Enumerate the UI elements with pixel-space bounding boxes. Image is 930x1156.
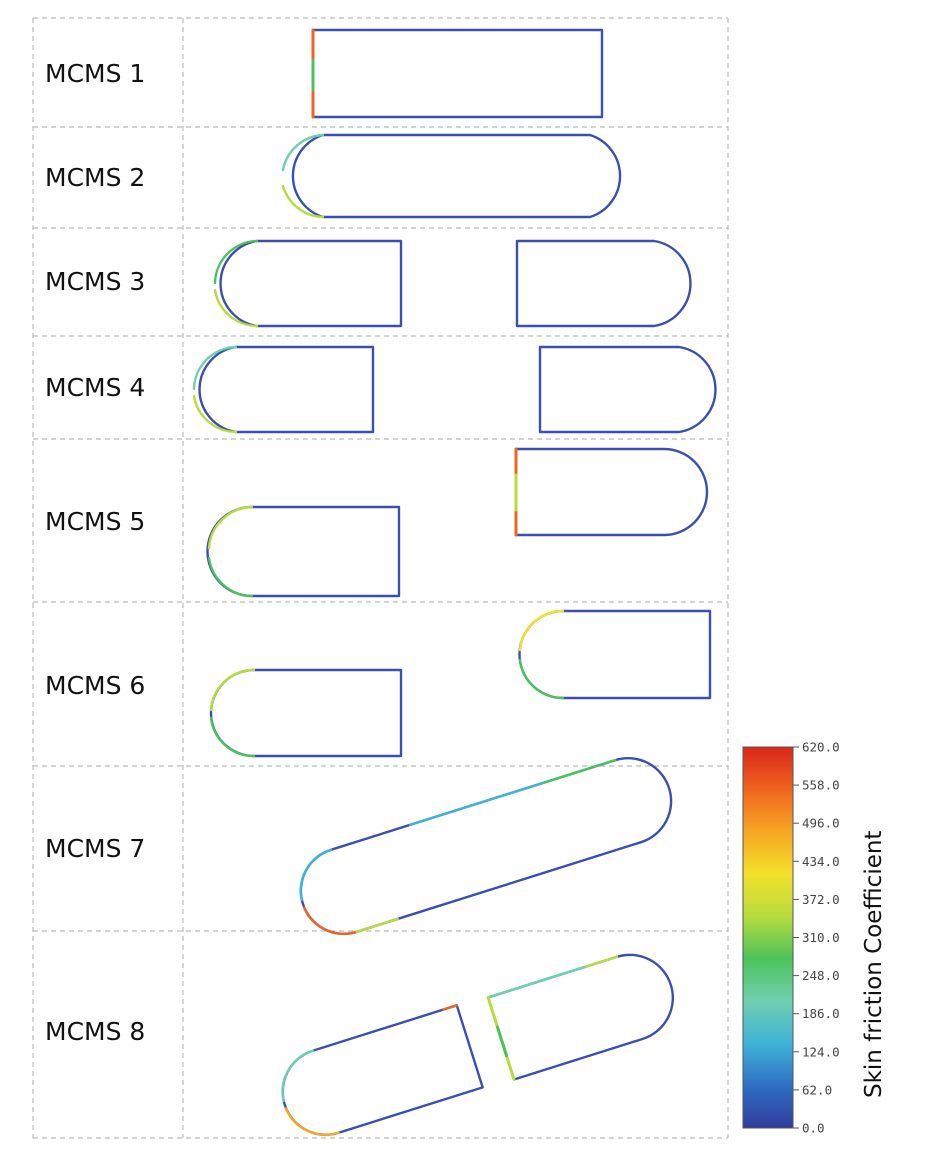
- row-label-mcms-2: MCMS 2: [45, 163, 145, 192]
- colorbar-tick-label: 434.0: [802, 854, 840, 869]
- colorbar: 620.0 558.0 496.0 434.0 372.0 310.0 248.0 186.0…: [742, 740, 887, 1136]
- colorbar-tick-label: 248.0: [802, 968, 840, 983]
- colorbar-tick-label: 62.0: [802, 1082, 832, 1097]
- shape-mcms-8: [281, 953, 675, 1136]
- row-label-mcms-5: MCMS 5: [45, 507, 145, 536]
- row-label-mcms-8: MCMS 8: [45, 1017, 145, 1046]
- colorbar-tick-label: 620.0: [802, 740, 840, 755]
- colorbar-tick-label: 0.0: [802, 1121, 825, 1136]
- row-label-mcms-4: MCMS 4: [45, 373, 145, 402]
- shape-mcms-2: [281, 133, 622, 219]
- layout-grid: [32, 17, 729, 1139]
- shape-mcms-1: [311, 28, 604, 119]
- colorbar-ticks: 620.0 558.0 496.0 434.0 372.0 310.0 248.0 186.0…: [793, 740, 840, 1136]
- shape-mcms-5: [206, 447, 709, 598]
- row-label-mcms-6: MCMS 6: [45, 671, 145, 700]
- colorbar-tick-label: 124.0: [802, 1044, 840, 1059]
- colorbar-tick-label: 496.0: [802, 816, 840, 831]
- shape-mcms-3: [213, 239, 692, 328]
- row-label-mcms-3: MCMS 3: [45, 267, 145, 296]
- row-label-mcms-1: MCMS 1: [45, 59, 145, 88]
- shape-mcms-7: [299, 757, 673, 935]
- row-labels: MCMS 1 MCMS 2 MCMS 3 MCMS 4 MCMS 5 MCMS …: [45, 59, 145, 1046]
- shape-mcms-4: [192, 345, 717, 434]
- colorbar-title: Skin friction Coefficient: [861, 831, 887, 1098]
- row-label-mcms-7: MCMS 7: [45, 834, 145, 863]
- colorbar-tick-label: 372.0: [802, 892, 840, 907]
- shape-mcms-6: [209, 609, 712, 758]
- colorbar-tick-label: 186.0: [802, 1006, 840, 1021]
- colorbar-tick-label: 558.0: [802, 778, 840, 793]
- colorbar-swatch: [742, 746, 794, 1129]
- colorbar-tick-label: 310.0: [802, 930, 840, 945]
